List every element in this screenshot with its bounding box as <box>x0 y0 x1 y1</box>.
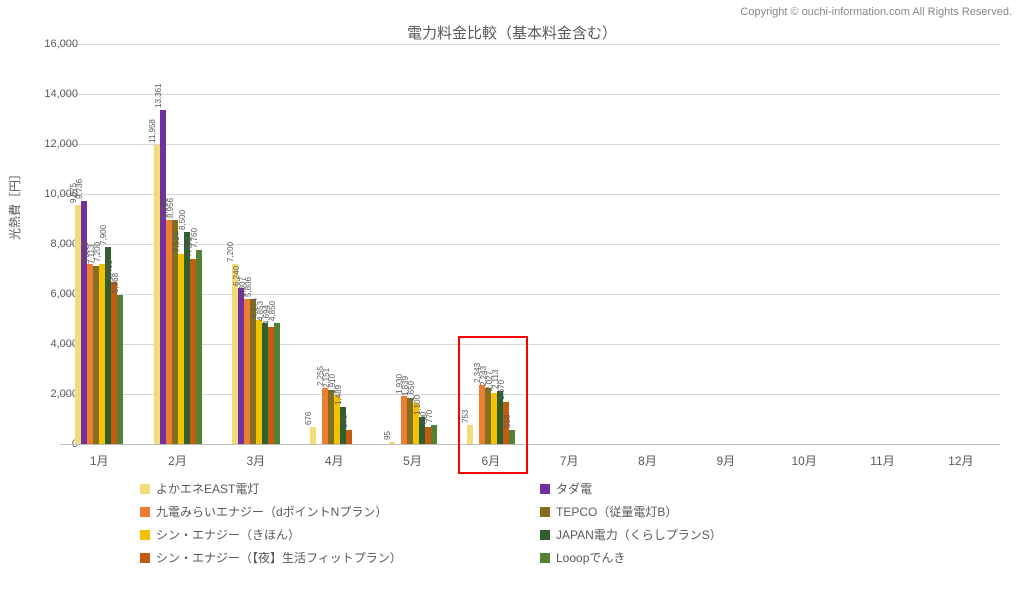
bar-value-label: 8,500 <box>178 209 187 229</box>
bar: 7,760 <box>196 250 202 444</box>
legend-label: シン・エナジー（きほん） <box>156 526 300 543</box>
legend-item: よかエネEAST電灯 <box>140 480 520 497</box>
legend-label: よかエネEAST電灯 <box>156 480 259 497</box>
legend-item: TEPCO（従量電灯B） <box>540 503 920 520</box>
bar: 4,850 <box>274 323 280 444</box>
legend-item: シン・エナジー（【夜】生活フィットプラン） <box>140 549 520 566</box>
xtick-label: 7月 <box>560 452 579 469</box>
legend-label: Looopでんき <box>556 549 625 566</box>
bar-value-label: 5,806 <box>244 277 253 297</box>
bar-value-label: 11,958 <box>148 119 157 143</box>
legend-label: TEPCO（従量電灯B） <box>556 503 677 520</box>
bar-value-label: 753 <box>461 410 470 423</box>
xtick-label: 8月 <box>638 452 657 469</box>
legend-item: JAPAN電力（くらしプランS） <box>540 526 920 543</box>
bar-value-label: 5,968 <box>111 273 120 293</box>
bar-value-label: 7,614 <box>172 232 181 252</box>
bar-value-label: 8,956 <box>166 198 175 218</box>
legend-swatch <box>140 553 150 563</box>
legend-swatch <box>140 484 150 494</box>
xtick-label: 2月 <box>168 452 187 469</box>
bar: 5,968 <box>117 295 123 444</box>
bar-value-label: 7,200 <box>226 242 235 262</box>
bar: 578 <box>346 430 352 444</box>
xtick-label: 9月 <box>716 452 735 469</box>
legend-item: Looopでんき <box>540 549 920 566</box>
x-axis-line <box>60 444 1000 445</box>
bar-value-label: 9,736 <box>75 179 84 199</box>
bar-value-label: 13,361 <box>154 84 163 108</box>
legend-swatch <box>140 530 150 540</box>
chart-plot-area: 9,5759,7367,2157,1137,2007,9006,4635,968… <box>60 44 1000 444</box>
legend-item: シン・エナジー（きほん） <box>140 526 520 543</box>
bar: 558 <box>509 430 515 444</box>
legend-swatch <box>540 530 550 540</box>
bar-value-label: 7,760 <box>190 228 199 248</box>
bar: 676 <box>310 427 316 444</box>
chart-title: 電力料金比較（基本料金含む） <box>0 22 1024 43</box>
legend-label: JAPAN電力（くらしプランS） <box>556 526 722 543</box>
bar-value-label: 676 <box>304 412 313 425</box>
xtick-label: 1月 <box>90 452 109 469</box>
y-axis-label: 光熱費［円］ <box>6 168 23 240</box>
xtick-label: 10月 <box>791 452 816 469</box>
bar-value-label: 578 <box>340 414 349 427</box>
bar-value-label: 1,670 <box>497 380 506 400</box>
xtick-label: 5月 <box>403 452 422 469</box>
bar: 770 <box>431 425 437 444</box>
legend-label: シン・エナジー（【夜】生活フィットプラン） <box>156 549 402 566</box>
xtick-label: 6月 <box>481 452 500 469</box>
bar-value-label: 95 <box>383 431 392 440</box>
xtick-label: 12月 <box>948 452 973 469</box>
bar-value-label: 7,900 <box>99 224 108 244</box>
legend: よかエネEAST電灯 タダ電九電みらいエナジー（dポイントNプラン） TEPCO（従… <box>140 480 920 566</box>
xtick-label: 11月 <box>870 452 894 469</box>
xtick-label: 4月 <box>325 452 344 469</box>
legend-item: タダ電 <box>540 480 920 497</box>
bar-value-label: 770 <box>425 409 434 422</box>
legend-label: 九電みらいエナジー（dポイントNプラン） <box>156 503 387 520</box>
legend-swatch <box>540 507 550 517</box>
copyright-text: Copyright © ouchi-information.com All Ri… <box>740 6 1012 18</box>
legend-item: 九電みらいエナジー（dポイントNプラン） <box>140 503 520 520</box>
bar-value-label: 1,489 <box>334 385 343 405</box>
legend-swatch <box>540 553 550 563</box>
bar-value-label: 4,850 <box>268 301 277 321</box>
bar-value-label: 558 <box>503 415 512 428</box>
bar: 753 <box>467 425 473 444</box>
legend-label: タダ電 <box>556 480 592 497</box>
legend-swatch <box>540 484 550 494</box>
legend-swatch <box>140 507 150 517</box>
xtick-label: 3月 <box>246 452 265 469</box>
